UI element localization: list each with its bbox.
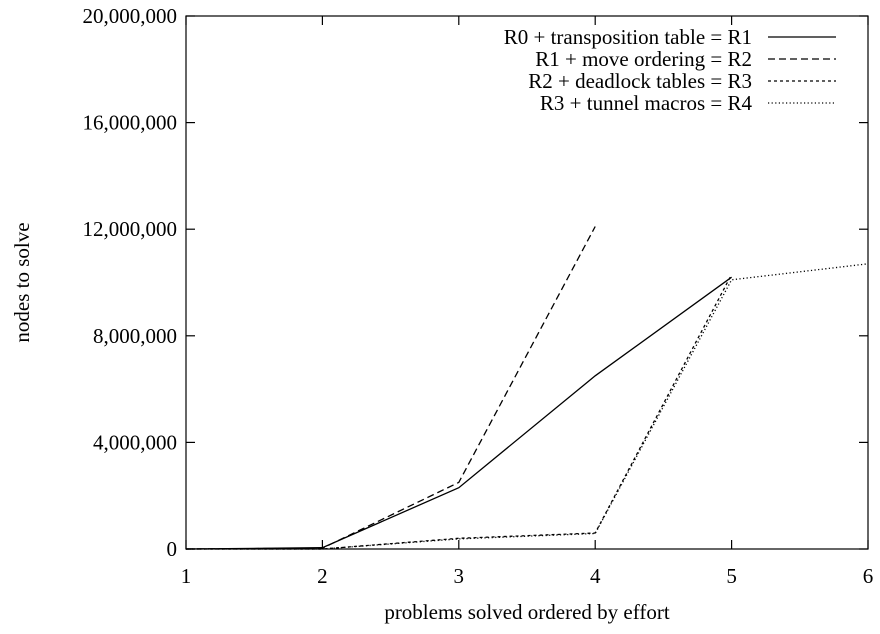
x-tick-label: 2 — [317, 564, 328, 588]
axis-tick-labels: 0 4,000,000 8,000,000 12,000,000 16,000,000 2… — [83, 4, 874, 588]
y-tick-label: 20,000,000 — [83, 4, 178, 28]
series-lines — [185, 226, 869, 550]
x-axis-title: problems solved ordered by effort — [384, 600, 670, 624]
y-tick-label: 16,000,000 — [83, 111, 178, 135]
y-axis-title: nodes to solve — [10, 222, 34, 342]
series-line-2 — [185, 226, 596, 550]
x-tick-label: 4 — [590, 564, 601, 588]
x-tick-label: 5 — [726, 564, 737, 588]
x-tick-label: 1 — [181, 564, 192, 588]
y-tick-label: 8,000,000 — [93, 324, 177, 348]
y-tick-label: 4,000,000 — [93, 430, 177, 454]
y-tick-label: 12,000,000 — [83, 217, 178, 241]
x-tick-label: 3 — [454, 564, 465, 588]
series-line-1 — [185, 276, 732, 550]
y-tick-label: 0 — [167, 537, 178, 561]
series-line-3 — [186, 274, 733, 550]
axis-ticks — [185, 15, 869, 550]
legend-label-2: R1 + move ordering = R2 — [535, 47, 752, 71]
legend-label-4: R3 + tunnel macros = R4 — [540, 91, 753, 115]
plot-frame — [185, 15, 869, 550]
legend-label-3: R2 + deadlock tables = R3 — [528, 69, 752, 93]
series-line-4 — [186, 263, 869, 550]
legend-label-1: R0 + transposition table = R1 — [504, 25, 752, 49]
x-tick-label: 6 — [863, 564, 874, 588]
